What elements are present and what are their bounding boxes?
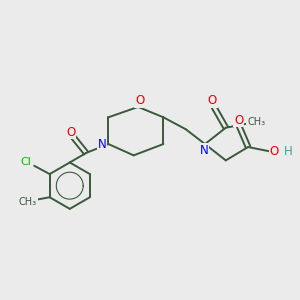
Text: O: O: [135, 94, 144, 107]
Text: CH₃: CH₃: [247, 117, 265, 127]
Text: H: H: [284, 145, 292, 158]
Text: N: N: [98, 138, 106, 151]
Text: Cl: Cl: [20, 157, 31, 167]
Text: N: N: [200, 144, 209, 157]
Text: O: O: [208, 94, 217, 107]
Text: CH₃: CH₃: [19, 197, 37, 207]
Text: O: O: [234, 114, 243, 127]
Text: O: O: [66, 126, 75, 139]
Text: O: O: [269, 145, 279, 158]
